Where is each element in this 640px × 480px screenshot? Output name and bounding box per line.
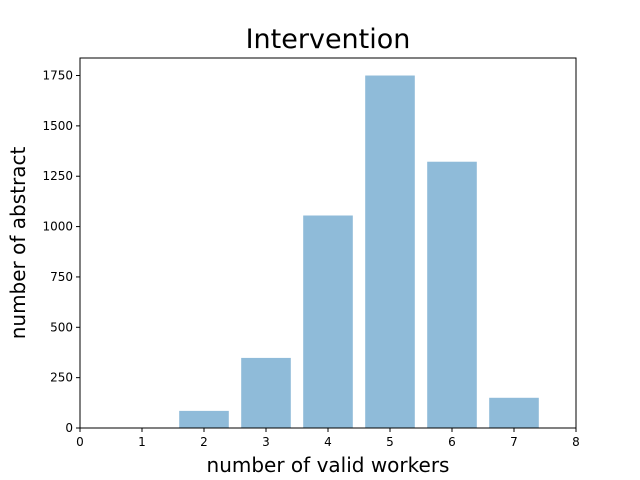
x-ticks-group: 0 1 2 3 4 5 6 7 8: [76, 428, 580, 449]
x-tick-label: 1: [138, 435, 146, 449]
x-tick-label: 7: [510, 435, 518, 449]
x-tick-label: 6: [448, 435, 456, 449]
x-tick-label: 0: [76, 435, 84, 449]
y-tick-label: 1250: [42, 169, 73, 183]
y-ticks-group: 0 250 500 750 1000 1250 1500 1750: [42, 69, 80, 435]
bar-4: [303, 215, 353, 428]
y-tick-label: 1750: [42, 69, 73, 83]
bars-group: [179, 75, 539, 428]
y-tick-label: 0: [65, 421, 73, 435]
y-tick-label: 1500: [42, 119, 73, 133]
y-tick-label: 250: [50, 371, 73, 385]
bar-3: [241, 357, 291, 428]
bar-7: [489, 397, 539, 428]
bar-6: [427, 161, 477, 428]
x-tick-label: 2: [200, 435, 208, 449]
y-axis-label: number of abstract: [6, 147, 30, 340]
x-axis-label: number of valid workers: [207, 453, 450, 477]
y-tick-label: 1000: [42, 220, 73, 234]
plot-frame: [79, 57, 577, 429]
bar-5: [365, 75, 415, 428]
x-tick-label: 3: [262, 435, 270, 449]
x-tick-label: 8: [572, 435, 580, 449]
bar-2: [179, 410, 229, 428]
x-tick-label: 4: [324, 435, 332, 449]
x-tick-label: 5: [386, 435, 394, 449]
y-tick-label: 750: [50, 270, 73, 284]
chart-title: Intervention: [246, 24, 411, 55]
y-tick-label: 500: [50, 320, 73, 334]
